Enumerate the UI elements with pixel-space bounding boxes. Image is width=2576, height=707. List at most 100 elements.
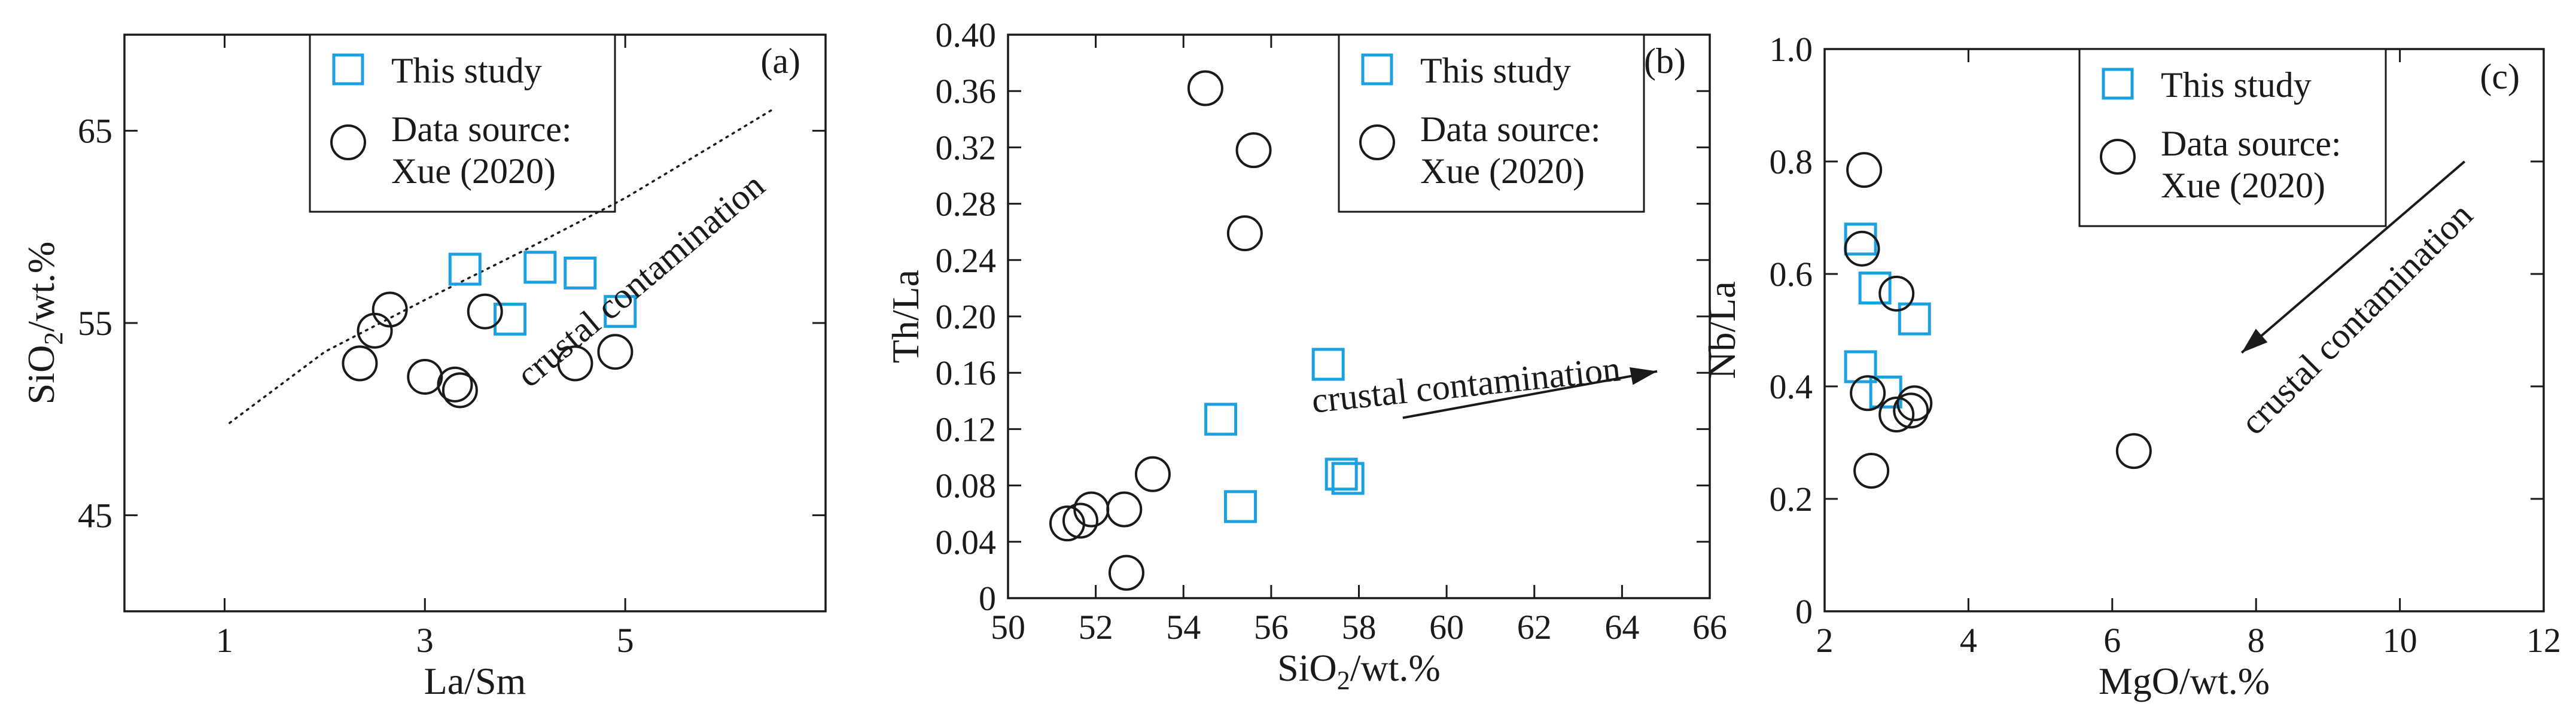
x-tick-label: 58 xyxy=(1342,608,1377,647)
data-point-circle xyxy=(1850,375,1886,412)
annotation-crustal-contamination: crustal contamination xyxy=(2233,195,2480,442)
data-point-square xyxy=(1844,350,1877,383)
series-this-study xyxy=(1844,223,1931,409)
y-tick-label: 0 xyxy=(1795,592,1813,631)
data-point-circle xyxy=(1846,152,1883,188)
data-point-circle xyxy=(372,291,408,328)
data-point-square xyxy=(604,295,637,328)
y-tick-label: 45 xyxy=(78,496,112,535)
x-tick-label: 3 xyxy=(416,621,434,660)
data-point-circle xyxy=(467,293,503,330)
data-point-circle xyxy=(597,334,634,370)
y-tick-label: 0.12 xyxy=(936,410,997,449)
legend-box xyxy=(309,33,616,213)
data-point-square xyxy=(1858,272,1892,304)
y-tick-label: 0.28 xyxy=(936,185,997,224)
series-data-source xyxy=(1049,70,1272,591)
x-tick-label: 60 xyxy=(1429,608,1464,647)
legend: This study Data source:Xue (2020) xyxy=(1338,33,1645,213)
x-tick-label: 4 xyxy=(1960,621,1977,660)
data-point-circle xyxy=(1134,456,1171,492)
y-tick-label: 0.8 xyxy=(1770,142,1813,181)
data-point-square xyxy=(494,303,527,336)
chart-panel-2: 50 52 54 56 58 60 62 64 66 0 0.04 0.08 0.12 0.16 0.20 0… xyxy=(884,16,1727,695)
data-point-circle xyxy=(407,358,443,395)
legend-data-source: Data source: xyxy=(2161,124,2341,163)
series-data-source xyxy=(1844,152,2152,489)
data-point-square xyxy=(1898,302,1931,336)
legend-square-marker xyxy=(332,53,364,86)
legend-circle-marker xyxy=(1359,124,1395,160)
y-tick-label: 0.24 xyxy=(936,241,997,280)
data-point-circle xyxy=(1235,132,1272,169)
x-tick-label: 12 xyxy=(2526,621,2561,660)
data-point-square xyxy=(1844,223,1877,256)
chart-panel-3: 2 4 6 8 10 12 0 0.2 0.4 0.6 0.8 1.0 MgO/wt.% Nb/La (c)… xyxy=(1701,30,2561,702)
legend-circle-marker xyxy=(330,124,366,160)
x-axis-label-main: SiO xyxy=(1277,647,1337,689)
series-this-study xyxy=(448,251,637,336)
legend-data-source-ref: Xue (2020) xyxy=(391,151,556,191)
y-axis-label-main: SiO xyxy=(20,345,62,405)
x-tick-label: 10 xyxy=(2383,621,2417,660)
arrow-head xyxy=(1630,367,1657,385)
annotation-crustal-contamination: crustal contamination xyxy=(1310,349,1622,420)
data-point-square xyxy=(523,251,557,284)
panel-label: (b) xyxy=(1644,41,1686,81)
x-axis-label: La/Sm xyxy=(424,660,526,702)
data-point-circle xyxy=(1878,275,1915,312)
data-point-circle xyxy=(441,372,478,409)
x-axis-label-sub: 2 xyxy=(1337,666,1350,695)
data-point-circle xyxy=(1108,554,1144,591)
series-this-study xyxy=(1204,348,1365,523)
x-tick-label: 6 xyxy=(2103,621,2121,660)
x-tick-label: 1 xyxy=(216,621,233,660)
y-tick-label: 0 xyxy=(979,579,996,618)
y-tick-label: 0.16 xyxy=(936,354,997,392)
legend-circle-marker xyxy=(2100,139,2136,175)
x-axis-label-tail: /wt.% xyxy=(1350,647,1441,689)
x-axis-label: MgO/wt.% xyxy=(2099,660,2270,702)
arrow-line xyxy=(2240,160,2466,354)
arrow-head xyxy=(2242,328,2268,353)
data-point-square xyxy=(564,256,597,289)
y-tick-label: 0.20 xyxy=(936,297,997,336)
x-tick-label: 66 xyxy=(1692,608,1727,647)
data-point-square xyxy=(1204,403,1238,436)
panel-label: (a) xyxy=(760,41,800,81)
x-axis-label: SiO2/wt.% xyxy=(1277,647,1441,695)
y-tick-label: 65 xyxy=(78,112,112,151)
legend-data-source: Data source: xyxy=(1420,109,1601,149)
y-tick-label: 0.36 xyxy=(936,72,997,111)
y-tick-label: 0.2 xyxy=(1770,480,1813,519)
arrow-line xyxy=(1402,370,1658,419)
data-point-circle xyxy=(2115,433,2152,470)
y-tick-label: 0.04 xyxy=(936,523,997,562)
data-point-circle xyxy=(557,345,593,382)
data-point-circle xyxy=(1878,397,1915,432)
y-axis-label: SiO2/wt.% xyxy=(20,242,68,405)
y-tick-label: 0.40 xyxy=(936,16,997,54)
data-point-circle xyxy=(1106,491,1143,528)
legend-square-marker xyxy=(2102,68,2134,100)
legend-box xyxy=(2078,48,2387,227)
trend-line xyxy=(229,106,777,424)
data-point-circle xyxy=(1893,392,1929,429)
data-point-circle xyxy=(342,345,378,382)
data-point-circle xyxy=(1853,453,1890,489)
legend-data-source-ref: Xue (2020) xyxy=(1420,151,1585,191)
data-point-circle xyxy=(1187,70,1223,106)
legend-box xyxy=(1338,33,1645,213)
legend-data-source-ref: Xue (2020) xyxy=(2161,166,2325,205)
y-axis-label: Nb/La xyxy=(1701,281,1743,379)
data-point-circle xyxy=(437,366,473,403)
data-point-square xyxy=(448,252,482,286)
y-tick-label: 0.4 xyxy=(1770,367,1813,406)
data-point-square xyxy=(1331,462,1365,495)
data-point-square xyxy=(1224,490,1257,523)
legend-this-study: This study xyxy=(2161,65,2312,105)
legend-this-study: This study xyxy=(1420,51,1571,90)
x-tick-label: 5 xyxy=(617,621,634,660)
